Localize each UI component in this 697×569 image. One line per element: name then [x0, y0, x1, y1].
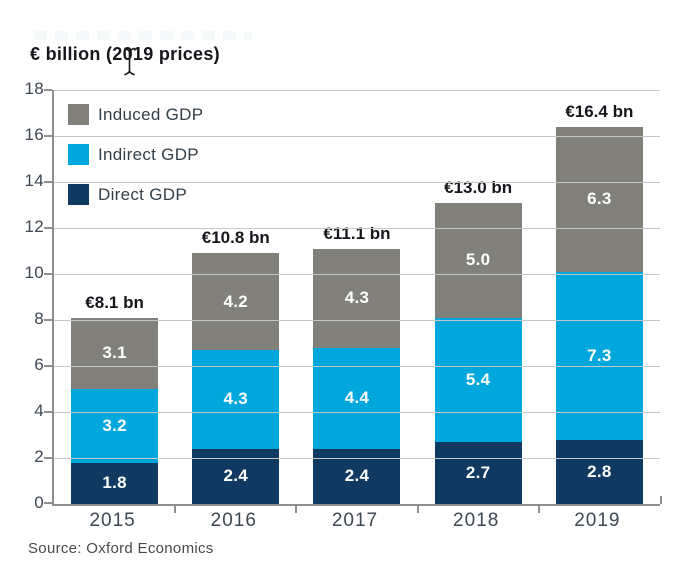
stacked-bar-2019: €16.4 bn 6.3 7.3 2.8 [555, 102, 643, 504]
y-axis-tick-label: 14 [24, 171, 44, 190]
y-axis-tick-label: 6 [34, 355, 44, 374]
bar-total-label: €8.1 bn [85, 292, 144, 312]
stacked-bar-2017: €11.1 bn 4.3 4.4 2.4 [313, 224, 401, 504]
x-axis-tick [295, 506, 298, 513]
x-axis-tick [174, 506, 177, 513]
gridline [54, 458, 660, 459]
y-axis-tick-label: 0 [34, 493, 44, 512]
bar-segment-value: 5.0 [465, 250, 491, 270]
bar-segment-value: 7.3 [587, 345, 612, 365]
bar-total-label: €16.4 bn [565, 101, 634, 121]
y-axis-tick [44, 411, 52, 413]
bar-segment-indirect-gdp: 3.2 [71, 389, 159, 463]
bar-segment-value: 2.4 [223, 466, 249, 486]
x-axis-end-tick [660, 496, 662, 504]
legend-label: Indirect GDP [98, 144, 199, 164]
gridline [54, 274, 660, 275]
x-axis-tick [537, 506, 540, 513]
bar-segment-direct-gdp: 2.7 [434, 441, 522, 504]
bar-segment-value: 2.4 [344, 466, 370, 486]
bar-segment-induced-gdp: 5.0 [434, 202, 522, 318]
y-axis-tick [44, 457, 52, 459]
stacked-bar-2016: €10.8 bn 4.2 4.3 2.4 [192, 228, 280, 504]
y-axis-tick [44, 273, 52, 275]
chart-title: € billion (2019 prices) [30, 44, 220, 64]
y-axis-labels: 0 2 4 6 8 10 12 14 16 18 [0, 79, 44, 512]
gridline [54, 228, 660, 229]
legend-label: Direct GDP [98, 184, 187, 204]
y-axis-tick [44, 227, 52, 229]
bar-segment-value: 2.7 [465, 462, 491, 482]
bar-segment-value: 4.2 [223, 291, 249, 311]
gridline [54, 90, 660, 91]
bar-segment-value: 5.4 [465, 369, 491, 389]
y-axis-tick [44, 502, 52, 504]
bar-segment-indirect-gdp: 7.3 [555, 271, 643, 440]
y-axis-tick-label: 18 [24, 79, 44, 98]
y-axis-tick-label: 2 [34, 447, 44, 466]
bar-total-label: €13.0 bn [444, 177, 513, 197]
faint-text-artifact [34, 31, 252, 40]
stacked-bar-2015: €8.1 bn 3.1 3.2 1.8 [71, 293, 159, 504]
bar-segment-value: 3.1 [102, 343, 127, 363]
y-axis-tick [44, 365, 52, 367]
x-axis-category-label: 2016 [210, 510, 257, 531]
bar-segment-value: 3.2 [102, 415, 127, 435]
bar-segment-value: 4.3 [223, 389, 249, 409]
y-axis-tick-label: 12 [24, 217, 44, 236]
bar-segment-induced-gdp: 4.3 [313, 248, 401, 348]
stacked-bar-2018: €13.0 bn 5.0 5.4 2.7 [434, 178, 522, 504]
legend: Induced GDP Indirect GDP Direct GDP [68, 104, 203, 224]
y-axis-tick-label: 8 [34, 309, 44, 328]
gridline [54, 182, 660, 183]
x-axis-category-label: 2017 [331, 510, 379, 531]
bar-segment-indirect-gdp: 5.4 [434, 317, 522, 442]
bar-segment-value: 1.8 [102, 473, 127, 493]
bar-segment-indirect-gdp: 4.4 [313, 347, 401, 449]
y-axis-tick [44, 135, 52, 137]
x-axis-category-label: 2015 [89, 510, 136, 531]
bar-segment-value: 6.3 [587, 189, 612, 209]
gridline [54, 412, 660, 413]
y-axis-tick-label: 16 [24, 125, 44, 144]
plot-area: €8.1 bn 3.1 3.2 1.8 €10.8 bn 4.2 4.3 2.4 €11.1 b… [44, 89, 662, 513]
bar-segment-induced-gdp: 3.1 [71, 317, 159, 390]
x-axis-category-label: 2019 [574, 510, 621, 531]
bar-segment-induced-gdp: 4.2 [192, 253, 280, 350]
x-axis-category-label: 2018 [453, 510, 500, 531]
y-axis-tick [44, 89, 52, 91]
source-caption: Source: Oxford Economics [28, 540, 214, 557]
direct-gdp-swatch-icon [68, 184, 89, 205]
y-axis-tick [44, 181, 52, 183]
bar-segment-induced-gdp: 6.3 [555, 126, 643, 272]
y-axis-tick-label: 10 [24, 263, 44, 282]
legend-label: Induced GDP [98, 104, 204, 124]
bar-segment-value: 4.3 [344, 288, 370, 308]
induced-gdp-swatch-icon [68, 104, 89, 125]
x-axis-labels: 2015 2016 2017 2018 2019 [52, 510, 658, 532]
text-cursor-icon [124, 47, 135, 76]
y-axis-tick [44, 319, 52, 321]
gridline [54, 136, 660, 137]
gridline [54, 366, 660, 367]
legend-item-direct: Direct GDP [68, 184, 203, 205]
bar-total-label: €10.8 bn [201, 228, 270, 248]
legend-item-indirect: Indirect GDP [68, 144, 203, 165]
bar-segment-direct-gdp: 2.8 [555, 439, 643, 504]
legend-item-induced: Induced GDP [68, 104, 203, 125]
bar-total-label: €11.1 bn [323, 223, 391, 243]
bar-segment-direct-gdp: 1.8 [71, 462, 159, 504]
x-axis-tick [416, 506, 419, 513]
bar-segment-value: 2.8 [587, 461, 612, 481]
bar-segment-value: 4.4 [344, 388, 370, 408]
bar-segment-indirect-gdp: 4.3 [192, 349, 280, 449]
y-axis-tick-label: 4 [34, 401, 44, 420]
indirect-gdp-swatch-icon [68, 144, 89, 165]
gridline [54, 320, 660, 321]
